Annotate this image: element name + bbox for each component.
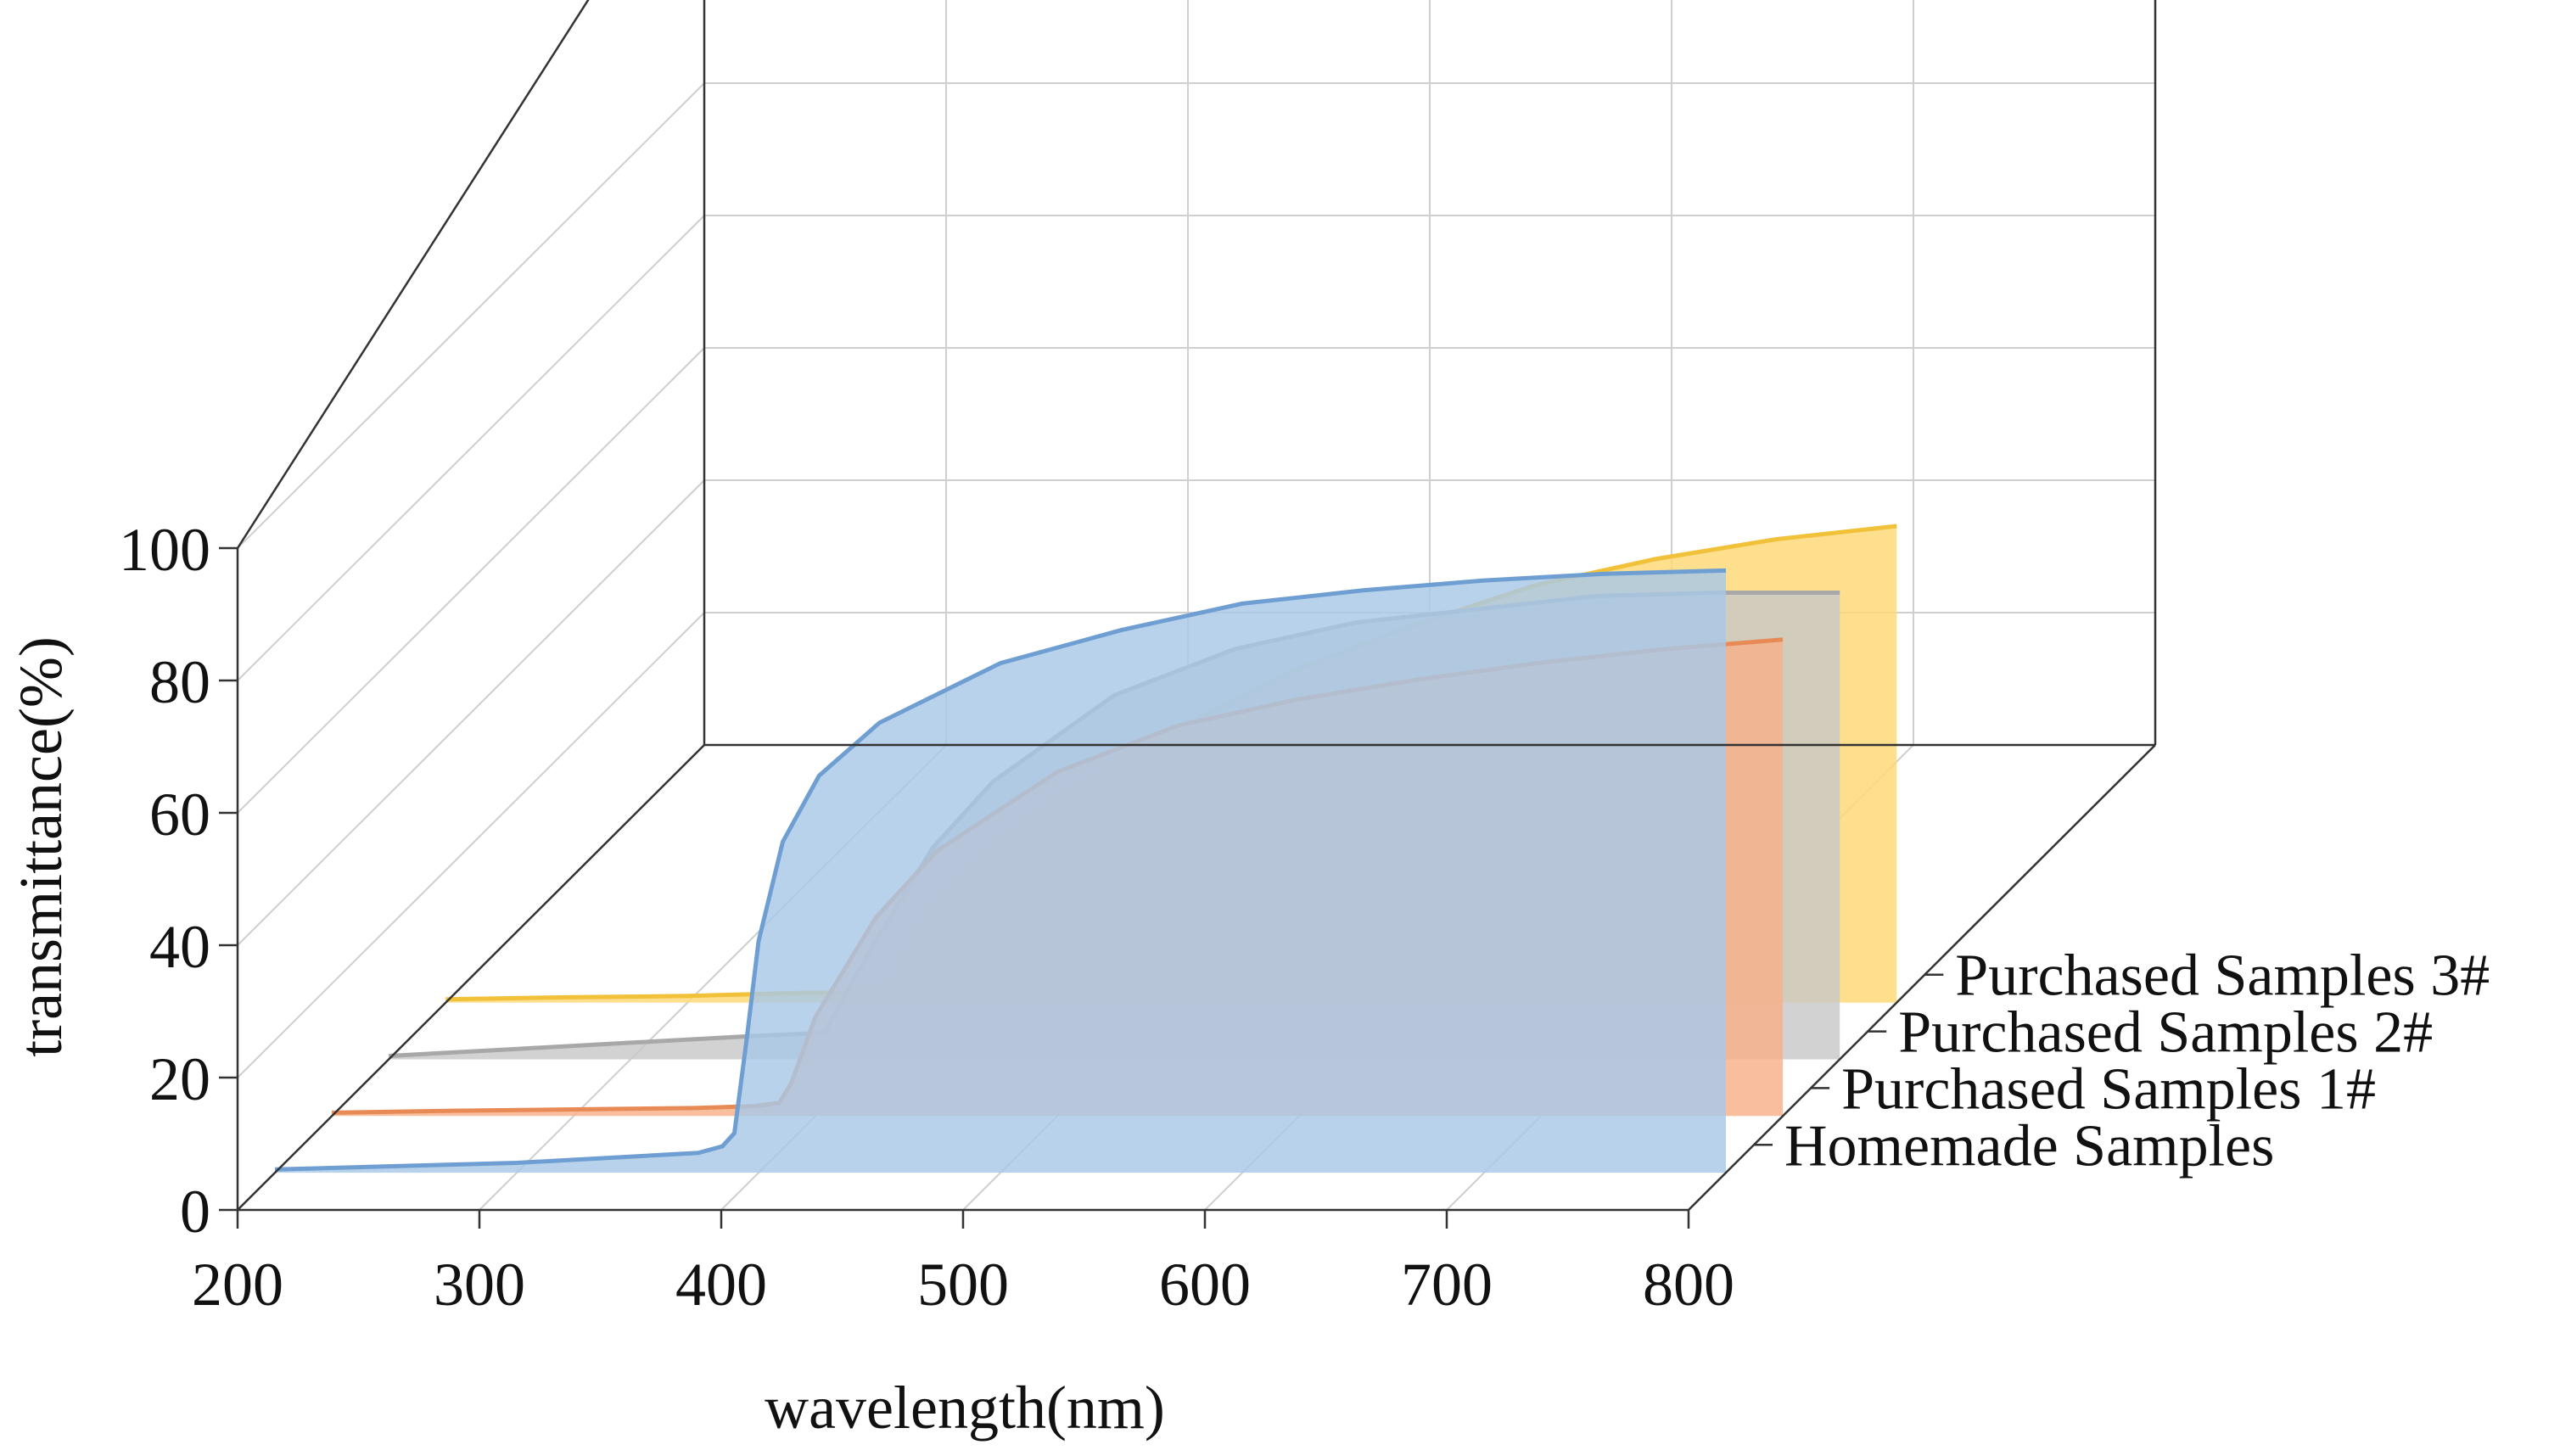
y-tick-label: 80 [149,648,210,716]
series-tick-label: Homemade Samples [1784,1113,2274,1179]
y-tick-label: 100 [119,516,210,584]
series-area [275,570,1726,1173]
y-axis-ticks: 0 20 40 60 80 100 [119,516,238,1246]
x-tick-label: 200 [192,1251,283,1319]
x-tick-label: 700 [1401,1251,1493,1319]
x-tick-label: 400 [675,1251,767,1319]
series-tick-label: Purchased Samples 2# [1898,1000,2433,1066]
x-axis-ticks: 200 300 400 500 600 700 800 [192,1210,1734,1319]
y-tick-label: 40 [149,913,210,981]
series-tick-label: Purchased Samples 1# [1841,1056,2376,1122]
left-wall-gridline [237,82,705,549]
series-homemade-samples [274,568,1727,1173]
y-axis-title: transmittance(%) [7,636,75,1057]
left-top-edge [236,0,590,549]
series-axis-line [1688,744,2156,1211]
series-layer [274,524,1897,1173]
left-wall-gridline [237,347,705,814]
left-floor-edge [237,744,705,1211]
series-tick-label: Purchased Samples 3# [1955,944,2490,1009]
x-tick-label: 600 [1159,1251,1251,1319]
x-tick-label: 300 [434,1251,525,1319]
y-tick-label: 60 [149,781,210,848]
left-wall-gridline [237,215,705,681]
left-wall-gridline [237,479,705,946]
x-tick-label: 500 [917,1251,1009,1319]
x-axis-title: wavelength(nm) [765,1374,1165,1442]
x-tick-label: 800 [1643,1251,1734,1319]
left-wall-gridline [237,612,705,1078]
y-tick-label: 0 [180,1178,210,1246]
y-tick-label: 20 [149,1045,210,1113]
